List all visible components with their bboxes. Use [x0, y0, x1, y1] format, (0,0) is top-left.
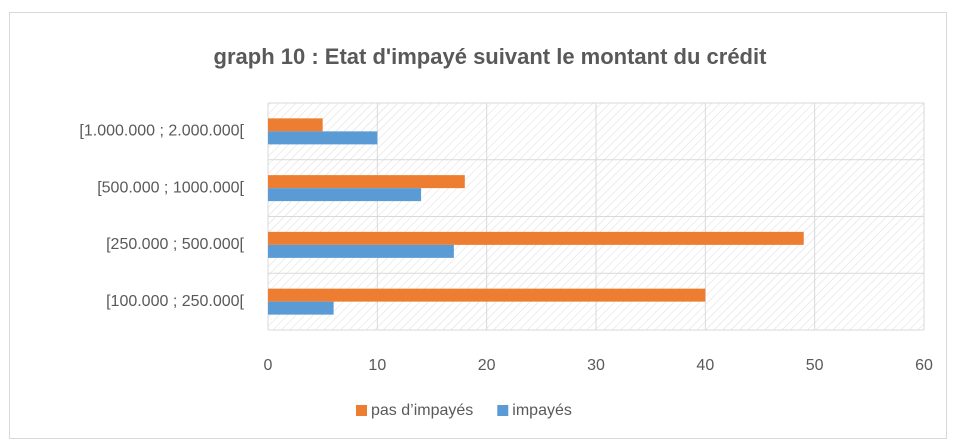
- legend-label: pas d’impayés: [371, 402, 473, 419]
- x-tick-label: 40: [696, 357, 714, 374]
- bar: [268, 175, 465, 189]
- legend-swatch: [356, 405, 367, 416]
- x-tick-label: 30: [587, 357, 605, 374]
- y-tick-label: [100.000 ; 250.000[: [106, 293, 244, 310]
- y-tick-label: [1.000.000 ; 2.000.000[: [79, 123, 244, 140]
- x-tick-label: 0: [264, 357, 273, 374]
- bar: [268, 188, 422, 202]
- bar: [268, 288, 706, 302]
- bar: [268, 231, 804, 245]
- x-tick-label: 20: [478, 357, 496, 374]
- y-tick-label: [250.000 ; 500.000[: [106, 236, 244, 253]
- x-tick-label: 50: [806, 357, 824, 374]
- y-tick-label: [500.000 ; 1000.000[: [97, 179, 244, 196]
- legend-label: impayés: [512, 402, 572, 419]
- bar: [268, 131, 378, 145]
- bar: [268, 244, 454, 258]
- bar: [268, 118, 323, 132]
- bar: [268, 301, 334, 315]
- x-tick-label: 60: [915, 357, 933, 374]
- chart-title: graph 10 : Etat d'impayé suivant le mont…: [214, 44, 768, 69]
- x-tick-label: 10: [368, 357, 386, 374]
- legend-swatch: [497, 405, 509, 416]
